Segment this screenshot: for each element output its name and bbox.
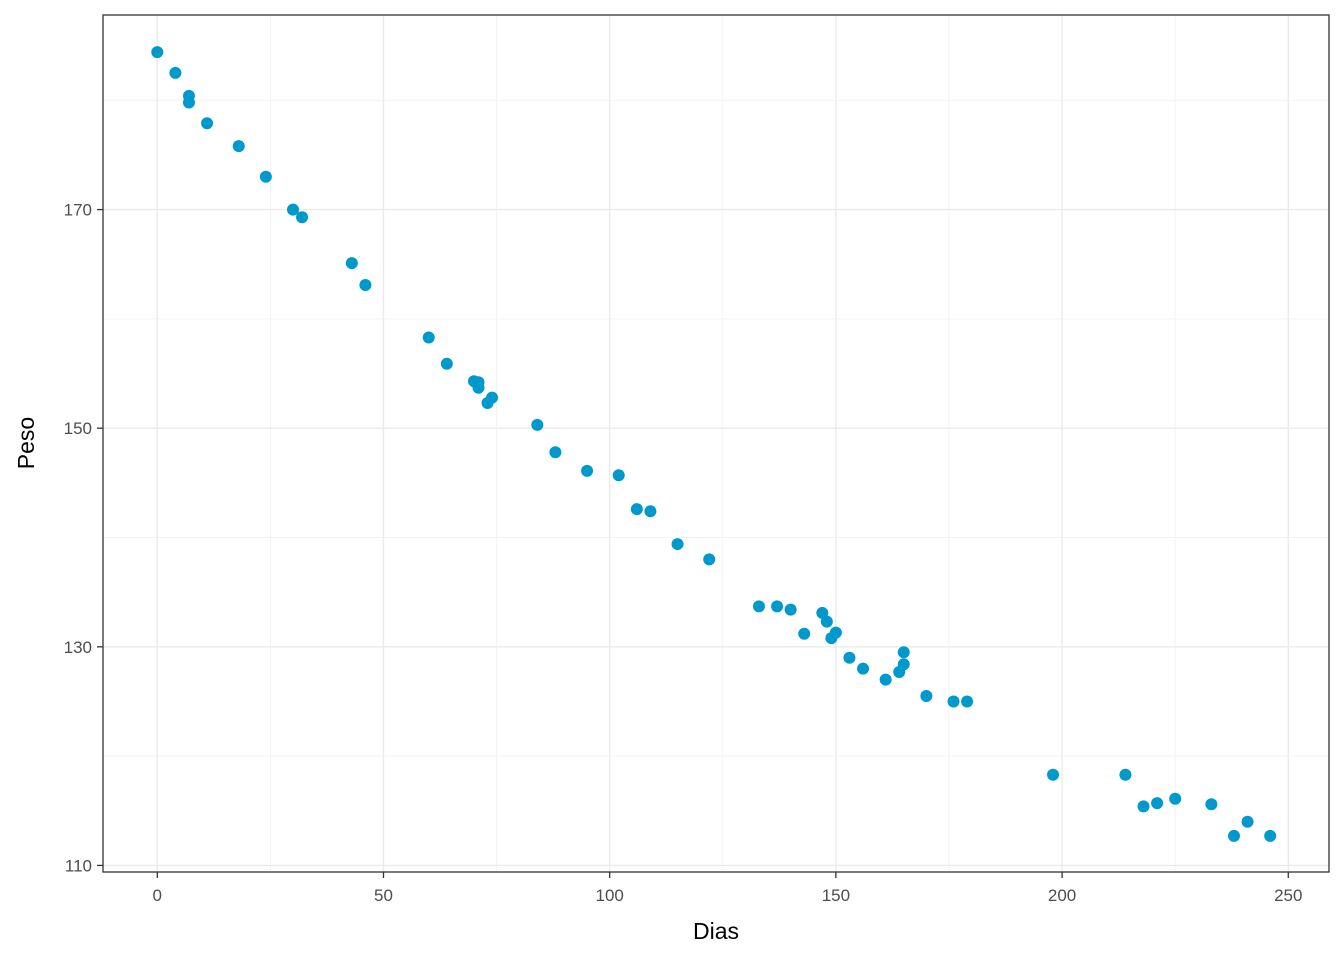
data-point <box>531 418 544 431</box>
data-point <box>581 464 594 477</box>
y-tick-label: 170 <box>64 201 92 220</box>
x-tick-label: 0 <box>153 886 162 905</box>
x-tick-label: 50 <box>374 886 393 905</box>
data-point <box>1169 792 1182 805</box>
data-point <box>1137 800 1150 813</box>
y-tick-label: 110 <box>65 856 92 875</box>
data-point <box>843 651 856 664</box>
data-point <box>771 600 784 613</box>
data-point <box>879 673 892 686</box>
data-point <box>920 690 933 703</box>
x-axis: 0 50 100 150 200 250 <box>153 872 1302 905</box>
y-tick-label: 130 <box>64 638 92 657</box>
data-point <box>1205 798 1218 811</box>
data-point <box>752 600 765 613</box>
data-point <box>472 376 485 389</box>
x-axis-title: Dias <box>693 918 739 944</box>
data-point <box>947 695 960 708</box>
data-point <box>644 505 657 518</box>
data-point <box>232 140 245 153</box>
data-point <box>784 603 797 616</box>
data-point <box>440 357 453 370</box>
data-point <box>897 646 910 659</box>
data-point <box>201 117 214 130</box>
data-point <box>259 170 272 183</box>
data-point <box>798 627 811 640</box>
data-point <box>1264 829 1277 842</box>
data-point <box>296 211 309 224</box>
y-axis: 110 130 150 170 <box>64 201 103 875</box>
data-point <box>182 96 195 109</box>
data-point <box>345 257 358 270</box>
data-point <box>1151 797 1164 810</box>
plot-panel <box>103 15 1329 872</box>
data-point <box>961 695 974 708</box>
data-point <box>897 658 910 671</box>
major-gridlines <box>103 15 1329 872</box>
data-point <box>1227 829 1240 842</box>
data-point <box>287 203 300 216</box>
data-point <box>151 46 164 59</box>
data-point <box>359 278 372 291</box>
x-tick-label: 250 <box>1274 886 1302 905</box>
data-point <box>820 615 833 628</box>
data-point <box>486 391 499 404</box>
data-point <box>703 553 716 566</box>
data-point <box>1119 768 1132 781</box>
data-point <box>671 538 684 551</box>
y-tick-label: 150 <box>64 419 92 438</box>
data-point <box>549 446 562 459</box>
x-tick-label: 200 <box>1048 886 1076 905</box>
y-axis-title: Peso <box>13 417 39 469</box>
plot-border <box>102 14 1330 873</box>
data-point <box>857 662 870 675</box>
data-point <box>169 66 182 79</box>
x-tick-label: 100 <box>595 886 623 905</box>
data-point <box>422 331 435 344</box>
data-point <box>612 469 625 482</box>
x-tick-label: 150 <box>822 886 850 905</box>
data-point <box>1047 768 1060 781</box>
data-point <box>630 503 643 516</box>
minor-gridlines <box>103 15 1329 872</box>
data-points <box>151 46 1277 842</box>
data-point <box>1241 815 1254 828</box>
data-point <box>829 626 842 639</box>
